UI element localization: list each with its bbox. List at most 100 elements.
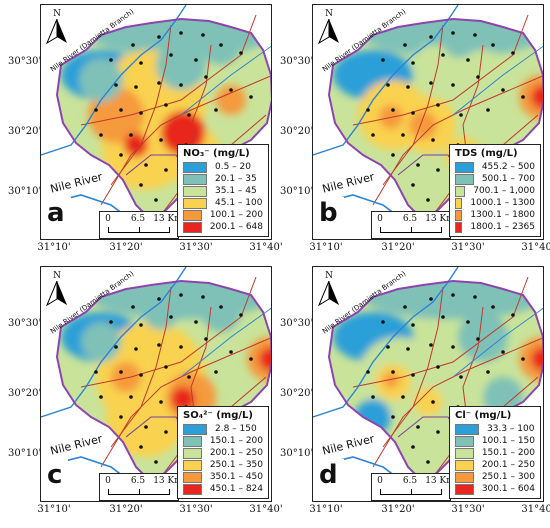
well-point bbox=[179, 83, 183, 87]
legend-swatch bbox=[183, 161, 207, 173]
concentration-zone bbox=[409, 111, 437, 139]
well-point bbox=[476, 75, 480, 79]
well-point bbox=[114, 345, 118, 349]
legend-swatch bbox=[455, 209, 463, 221]
scale-tick-label: 0 bbox=[105, 214, 111, 224]
x-tick-label: 31°10' bbox=[37, 242, 71, 253]
well-point bbox=[501, 88, 505, 92]
well-point bbox=[436, 168, 440, 172]
well-point bbox=[391, 370, 395, 374]
legend-item: 2.8 – 150 bbox=[183, 423, 263, 435]
legend-item: 500.1 – 700 bbox=[455, 173, 535, 185]
well-point bbox=[411, 183, 415, 187]
legend-swatch bbox=[183, 221, 202, 233]
legend-label: 1300.1 – 1800 bbox=[470, 210, 535, 220]
legend-label: 200.1 – 250 bbox=[481, 460, 535, 470]
legend-item: 20.1 – 35 bbox=[183, 173, 263, 185]
concentration-zone bbox=[259, 347, 271, 371]
legend-item: 1800.1 – 2365 bbox=[455, 221, 535, 233]
legend-label: 20.1 – 35 bbox=[215, 174, 257, 184]
y-tick-label: 30°10' bbox=[8, 448, 42, 459]
well-point bbox=[99, 395, 103, 399]
x-tick-label: 31°30' bbox=[451, 242, 485, 253]
canal-line bbox=[80, 14, 257, 126]
well-point bbox=[129, 133, 133, 137]
legend-swatch bbox=[455, 423, 479, 435]
well-point bbox=[403, 305, 407, 309]
well-point bbox=[371, 133, 375, 137]
scale-tick-label: 6.5 bbox=[130, 214, 146, 224]
well-point bbox=[521, 95, 525, 99]
legend-item: 250.1 – 300 bbox=[455, 471, 535, 483]
well-point bbox=[144, 163, 148, 167]
legend-swatch bbox=[455, 435, 474, 447]
legend-swatch bbox=[183, 447, 202, 459]
concentration-zone bbox=[531, 85, 543, 109]
canal-line bbox=[352, 276, 529, 388]
x-tick-label: 31°40' bbox=[521, 242, 550, 253]
legend-label: 1000.1 – 1300 bbox=[470, 198, 535, 208]
well-point bbox=[131, 305, 135, 309]
legend-label: 150.1 – 200 bbox=[209, 436, 263, 446]
well-point bbox=[491, 43, 495, 47]
legend: TDS (mg/L) 455.2 – 500 500.1 – 700 700.1 – … bbox=[449, 144, 541, 237]
legend-label: 45.1 – 100 bbox=[215, 198, 263, 208]
well-point bbox=[99, 133, 103, 137]
legend-swatch bbox=[455, 161, 474, 173]
scale-tick-label: 6.5 bbox=[130, 476, 146, 486]
well-point bbox=[134, 85, 138, 89]
scale-bar-graphic bbox=[108, 489, 170, 495]
well-point bbox=[429, 343, 433, 347]
map-panel-a: 30°30' 30°20' 30°10' 31°10' 31°20' 31°30' 31°4… bbox=[8, 4, 283, 256]
concentration-zone bbox=[531, 347, 543, 371]
well-point bbox=[473, 295, 477, 299]
legend-title: NO₃⁻ (mg/L) bbox=[183, 148, 250, 159]
legend-title: SO₄²⁻ (mg/L) bbox=[183, 410, 253, 421]
well-point bbox=[169, 53, 173, 57]
y-tick-label: 30°20' bbox=[8, 126, 42, 137]
x-tick-label: 31°10' bbox=[37, 504, 71, 515]
concentration-zone bbox=[171, 387, 195, 411]
well-point bbox=[119, 153, 123, 157]
well-point bbox=[521, 357, 525, 361]
well-point bbox=[157, 343, 161, 347]
map-frame: N Nile River (Damietta Branch) Nile River d… bbox=[312, 266, 544, 502]
well-point bbox=[486, 108, 490, 112]
river-damietta bbox=[313, 5, 459, 156]
well-point bbox=[139, 183, 143, 187]
concentration-zone bbox=[355, 399, 391, 435]
x-tick-label: 31°10' bbox=[309, 242, 343, 253]
well-point bbox=[426, 460, 430, 464]
well-point bbox=[406, 347, 410, 351]
well-point bbox=[476, 337, 480, 341]
legend: Cl⁻ (mg/L) 33.3 – 100 100.1 – 150 150.1 – 2… bbox=[449, 406, 541, 499]
map-panel-c: 30°30' 30°20' 30°10' 31°10' 31°20' 31°30' 31°4… bbox=[8, 266, 283, 518]
north-label: N bbox=[325, 271, 333, 281]
legend-title: TDS (mg/L) bbox=[455, 148, 518, 159]
legend-swatch bbox=[183, 459, 202, 471]
concentration-zone bbox=[143, 294, 179, 330]
y-tick-label: 30°30' bbox=[280, 56, 314, 67]
well-point bbox=[436, 430, 440, 434]
north-arrow-icon: N bbox=[317, 9, 341, 45]
legend-label: 250.1 – 350 bbox=[209, 460, 263, 470]
map-panel-b: 30°30' 30°20' 30°10' 31°10' 31°20' 31°30' 31°4… bbox=[280, 4, 550, 256]
well-point bbox=[391, 153, 395, 157]
study-area-boundary bbox=[55, 17, 271, 222]
legend-swatch bbox=[183, 209, 202, 221]
panel-letter: c bbox=[41, 459, 69, 491]
well-point bbox=[239, 313, 243, 317]
well-point bbox=[164, 168, 168, 172]
scale-tick-label: 6.5 bbox=[402, 214, 418, 224]
well-point bbox=[466, 320, 470, 324]
x-tick-label: 31°40' bbox=[249, 242, 283, 253]
y-tick-label: 30°30' bbox=[280, 318, 314, 329]
legend-swatch bbox=[183, 435, 202, 447]
well-point bbox=[219, 305, 223, 309]
legend-label: 1800.1 – 2365 bbox=[470, 222, 535, 232]
well-point bbox=[159, 138, 163, 142]
study-area-boundary bbox=[55, 279, 271, 484]
well-point bbox=[164, 365, 168, 369]
legend-label: 33.3 – 100 bbox=[487, 424, 535, 434]
canal-line bbox=[372, 75, 543, 206]
